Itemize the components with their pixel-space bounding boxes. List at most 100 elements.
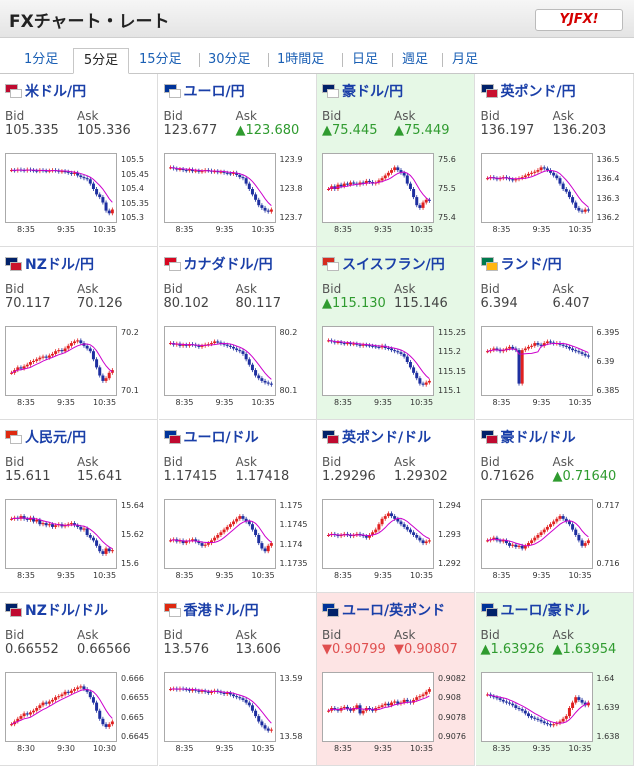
pair-header[interactable]: ユーロ/円 [163,82,245,100]
tab-1hour[interactable]: 1時間足 [277,52,325,67]
rate-card[interactable]: ランド/円 Bid Ask 6.394 6.407 6.395 6.39 6.385 8:35 9… [475,247,634,420]
pair-name[interactable]: 英ポンド/円 [500,84,576,100]
pair-name[interactable]: ユーロ/ドル [183,430,259,446]
mini-chart[interactable]: 1.294 1.293 1.292 8:35 9:35 10:35 [322,499,470,584]
pair-name[interactable]: NZドル/ドル [25,603,108,619]
tab-5min[interactable]: 5分足 [73,48,129,74]
rate-card[interactable]: スイスフラン/円 Bid Ask ▲115.130 115.146 115.25 115.2… [317,247,475,420]
pair-name[interactable]: スイスフラン/円 [342,257,445,273]
pair-name[interactable]: 香港ドル/円 [183,603,259,619]
mini-chart[interactable]: 15.64 15.62 15.6 8:35 9:35 10:35 [5,499,153,584]
pair-name[interactable]: 豪ドル/ドル [500,430,576,446]
mini-chart[interactable]: 105.5 105.45 105.4 105.35 105.3 8:35 9:35 10:35 [5,153,153,238]
candle [405,175,409,184]
mini-chart[interactable]: 6.395 6.39 6.385 8:35 9:35 10:35 [480,326,629,411]
mini-chart[interactable]: 136.5 136.4 136.3 136.2 8:35 9:35 10:35 [480,153,629,238]
candle-series [10,514,114,556]
rate-card[interactable]: NZドル/円 Bid Ask 70.117 70.126 70.2 70.1 8:35 9:35… [0,247,158,420]
pair-header[interactable]: 人民元/円 [5,428,86,446]
bid-value: 13.576 [163,642,210,657]
rate-card[interactable]: カナダドル/円 Bid Ask 80.102 80.117 80.2 80.1 8:35 9:3… [158,247,317,420]
candle [561,516,565,519]
rate-card[interactable]: 米ドル/円 Bid Ask 105.335 105.336 105.5 105.45 105.… [0,74,158,247]
rate-card[interactable]: ユーロ/豪ドル Bid Ask ▲1.63926 ▲1.63954 1.64 1.639 1.… [475,593,634,766]
candle [269,383,273,385]
candle [25,518,29,520]
pair-name[interactable]: 豪ドル/円 [342,84,404,100]
brand-logo[interactable]: YJFX! [535,9,623,31]
mini-chart[interactable]: 0.666 0.6655 0.665 0.6645 8:30 9:30 10:30 [5,672,153,757]
candle [396,701,400,704]
pair-name[interactable]: ユーロ/豪ドル [500,603,590,619]
candle [526,713,530,717]
candle [361,535,365,537]
tab-1min[interactable]: 1分足 [24,52,59,67]
tab-30min[interactable]: 30分足 [208,52,251,67]
mini-chart[interactable]: 13.59 13.58 8:35 9:35 10:35 [163,672,312,757]
pair-header[interactable]: ユーロ/ドル [163,428,259,446]
mini-chart[interactable]: 80.2 80.1 8:35 9:35 10:35 [163,326,312,411]
candle [244,353,248,360]
pair-header[interactable]: 豪ドル/円 [322,82,403,100]
bid-value: ▲115.130 [322,296,386,311]
pair-name[interactable]: ランド/円 [500,257,562,273]
candle [427,540,431,542]
pair-name[interactable]: 米ドル/円 [25,84,87,100]
pair-name[interactable]: カナダドル/円 [183,257,273,273]
pair-header[interactable]: NZドル/円 [5,255,94,273]
candle [421,383,425,385]
pair-header[interactable]: ユーロ/豪ドル [480,601,590,619]
candle [247,359,251,365]
candle [520,177,524,179]
mini-chart[interactable]: 0.717 0.716 8:35 9:35 10:35 [480,499,629,584]
pair-header[interactable]: 英ポンド/ドル [322,428,431,446]
pair-header[interactable]: 香港ドル/円 [163,601,259,619]
pair-header[interactable]: 豪ドル/ドル [480,428,576,446]
rate-card[interactable]: 人民元/円 Bid Ask 15.611 15.641 15.64 15.62 15.6 8:3… [0,420,158,593]
candle [44,702,48,704]
pair-name[interactable]: 英ポンド/ドル [342,430,432,446]
rate-card[interactable]: 豪ドル/円 Bid Ask ▲75.445 ▲75.449 75.6 75.5 75.4 8:3… [317,74,475,247]
mini-chart[interactable]: 75.6 75.5 75.4 8:35 9:35 10:35 [322,153,470,238]
ask-label: Ask [552,628,574,642]
mini-chart[interactable]: 0.9082 0.908 0.9078 0.9076 8:35 9:35 10:35 [322,672,470,757]
pair-header[interactable]: 米ドル/円 [5,82,86,100]
tab-monthly[interactable]: 月足 [452,52,479,67]
candle [256,375,260,379]
candle [234,172,238,175]
mini-chart[interactable]: 1.175 1.1745 1.174 1.1735 8:35 9:35 10:35 [163,499,312,584]
candle [564,518,568,522]
pair-header[interactable]: カナダドル/円 [163,255,273,273]
mini-chart[interactable]: 115.25 115.2 115.15 115.1 8:35 9:35 10:35 [322,326,470,411]
candle [69,343,73,346]
pair-header[interactable]: ランド/円 [480,255,562,273]
rate-card[interactable]: ユーロ/円 Bid Ask 123.677 ▲123.680 123.9 123.8 123.… [158,74,317,247]
pair-header[interactable]: ユーロ/英ポンド [322,601,445,619]
pair-name[interactable]: ユーロ/英ポンド [342,603,446,619]
mini-chart[interactable]: 123.9 123.8 123.7 8:35 9:35 10:35 [163,153,312,238]
pair-name[interactable]: NZドル/円 [25,257,94,273]
pair-header[interactable]: スイスフラン/円 [322,255,445,273]
mini-chart[interactable]: 70.2 70.1 8:35 9:35 10:35 [5,326,153,411]
rate-card[interactable]: 香港ドル/円 Bid Ask 13.576 13.606 13.59 13.58 8:35 9:… [158,593,317,766]
pair-name[interactable]: ユーロ/円 [183,84,245,100]
rate-card[interactable]: 英ポンド/円 Bid Ask 136.197 136.203 136.5 136.4 136.… [475,74,634,247]
candle [567,346,571,349]
y-tick-label: 136.4 [596,174,620,184]
rate-card[interactable]: ユーロ/ドル Bid Ask 1.17415 1.17418 1.175 1.1745 1.1… [158,420,317,593]
tab-daily[interactable]: 日足 [352,52,379,67]
rate-card[interactable]: NZドル/ドル Bid Ask 0.66552 0.66566 0.666 0.6655 0.… [0,593,158,766]
candle [504,701,508,703]
rate-card[interactable]: 豪ドル/ドル Bid Ask 0.71626 ▲0.71640 0.717 0.716 8:3… [475,420,634,593]
rate-card[interactable]: ユーロ/英ポンド Bid Ask ▼0.90799 ▼0.90807 0.9082 0.90… [317,593,475,766]
candle [371,532,375,535]
candle [184,344,188,346]
tab-weekly[interactable]: 週足 [402,52,429,67]
mini-chart[interactable]: 1.64 1.639 1.638 8:35 9:35 10:35 [480,672,629,757]
tab-15min[interactable]: 15分足 [139,52,182,67]
candle [193,170,197,172]
rate-card[interactable]: 英ポンド/ドル Bid Ask 1.29296 1.29302 1.294 1.293 1.2… [317,420,475,593]
pair-header[interactable]: NZドル/ドル [5,601,108,619]
pair-header[interactable]: 英ポンド/円 [480,82,576,100]
pair-name[interactable]: 人民元/円 [25,430,87,446]
